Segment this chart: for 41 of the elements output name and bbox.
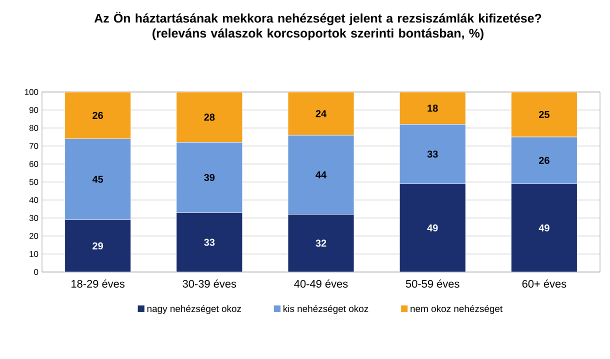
data-label: 24 bbox=[316, 110, 326, 118]
data-label: 18 bbox=[428, 104, 438, 112]
y-tick-label: 10 bbox=[30, 251, 38, 257]
data-label: 32 bbox=[316, 240, 326, 247]
data-label: 39 bbox=[204, 174, 215, 182]
data-label: 49 bbox=[538, 224, 550, 232]
legend-label: nem okoz nehézséget bbox=[410, 304, 503, 314]
data-label: 28 bbox=[204, 114, 215, 121]
legend-label: kis nehézséget okoz bbox=[284, 304, 368, 314]
chart-subtitle: (releváns válaszok korcsoportok szerinti bontásban, %) bbox=[152, 28, 484, 40]
y-tick-label: 30 bbox=[29, 215, 38, 221]
bar bbox=[511, 184, 578, 272]
data-label: 26 bbox=[539, 156, 550, 164]
x-tick-label: 60+ éves bbox=[522, 280, 566, 288]
x-tick-label: 18-29 éves bbox=[72, 280, 124, 288]
y-tick-label: 0 bbox=[34, 269, 38, 275]
y-tick-label: 80 bbox=[29, 125, 38, 131]
data-label: 44 bbox=[316, 171, 326, 178]
y-tick-label: 90 bbox=[29, 107, 38, 113]
chart-title: Az Ön háztartásának mekkora nehézséget jelent a rezsiszámlák kifizetése? bbox=[94, 12, 542, 26]
y-tick-label: 50 bbox=[29, 179, 38, 185]
y-tick-label: 40 bbox=[29, 197, 38, 203]
data-label: 29 bbox=[92, 242, 103, 250]
y-tick-label: 60 bbox=[30, 161, 38, 167]
data-label: 25 bbox=[539, 110, 550, 118]
data-label: 49 bbox=[427, 224, 438, 232]
bar bbox=[288, 214, 354, 272]
bar bbox=[176, 212, 243, 272]
data-label: 26 bbox=[92, 112, 103, 119]
x-tick-label: 30-39 éves bbox=[182, 280, 236, 288]
data-label: 45 bbox=[92, 176, 104, 183]
bar bbox=[399, 184, 466, 272]
bar bbox=[64, 220, 132, 272]
data-label: 33 bbox=[204, 238, 215, 246]
x-tick-label: 40-49 éves bbox=[294, 280, 348, 288]
x-tick-label: 50-59 éves bbox=[406, 280, 460, 288]
y-tick-label: 20 bbox=[29, 233, 38, 239]
data-label: 33 bbox=[427, 150, 438, 158]
y-tick-label: 70 bbox=[30, 143, 38, 149]
legend-label: nagy nehézséget okoz bbox=[147, 304, 242, 314]
y-tick-label: 100 bbox=[24, 89, 38, 95]
